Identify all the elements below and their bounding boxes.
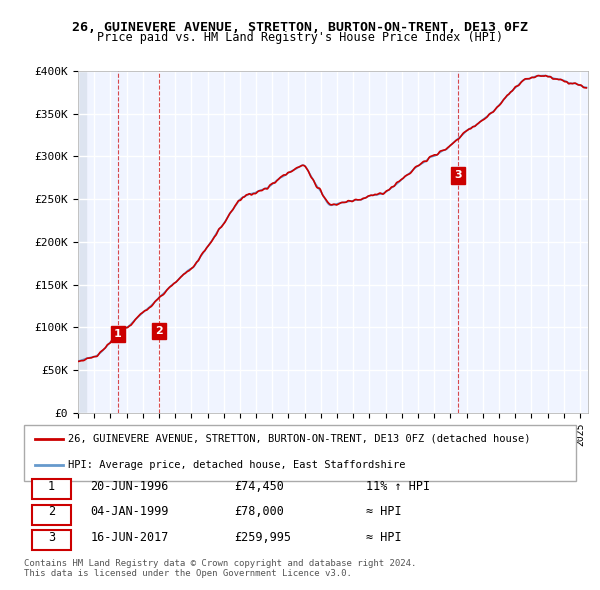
Text: ≈ HPI: ≈ HPI <box>366 506 402 519</box>
Text: 2: 2 <box>155 326 163 336</box>
Text: Price paid vs. HM Land Registry's House Price Index (HPI): Price paid vs. HM Land Registry's House … <box>97 31 503 44</box>
Text: 2: 2 <box>48 506 55 519</box>
Text: 26, GUINEVERE AVENUE, STRETTON, BURTON-ON-TRENT, DE13 0FZ: 26, GUINEVERE AVENUE, STRETTON, BURTON-O… <box>72 21 528 34</box>
Text: 3: 3 <box>48 531 55 544</box>
Text: 1: 1 <box>114 329 122 339</box>
Text: 04-JAN-1999: 04-JAN-1999 <box>90 506 169 519</box>
Text: 11% ↑ HPI: 11% ↑ HPI <box>366 480 430 493</box>
Bar <box>78 71 86 413</box>
Text: ≈ HPI: ≈ HPI <box>366 531 402 544</box>
Text: 26, GUINEVERE AVENUE, STRETTON, BURTON-ON-TRENT, DE13 0FZ (detached house): 26, GUINEVERE AVENUE, STRETTON, BURTON-O… <box>68 434 530 444</box>
Text: 16-JUN-2017: 16-JUN-2017 <box>90 531 169 544</box>
Text: £259,995: £259,995 <box>234 531 291 544</box>
Text: £78,000: £78,000 <box>234 506 284 519</box>
Text: 1: 1 <box>48 480 55 493</box>
Text: 20-JUN-1996: 20-JUN-1996 <box>90 480 169 493</box>
Text: 3: 3 <box>454 170 461 180</box>
Text: HPI: Average price, detached house, East Staffordshire: HPI: Average price, detached house, East… <box>68 460 406 470</box>
Text: £74,450: £74,450 <box>234 480 284 493</box>
FancyBboxPatch shape <box>32 530 71 550</box>
FancyBboxPatch shape <box>32 504 71 525</box>
Text: Contains HM Land Registry data © Crown copyright and database right 2024.
This d: Contains HM Land Registry data © Crown c… <box>24 559 416 578</box>
FancyBboxPatch shape <box>24 425 576 481</box>
FancyBboxPatch shape <box>32 479 71 499</box>
